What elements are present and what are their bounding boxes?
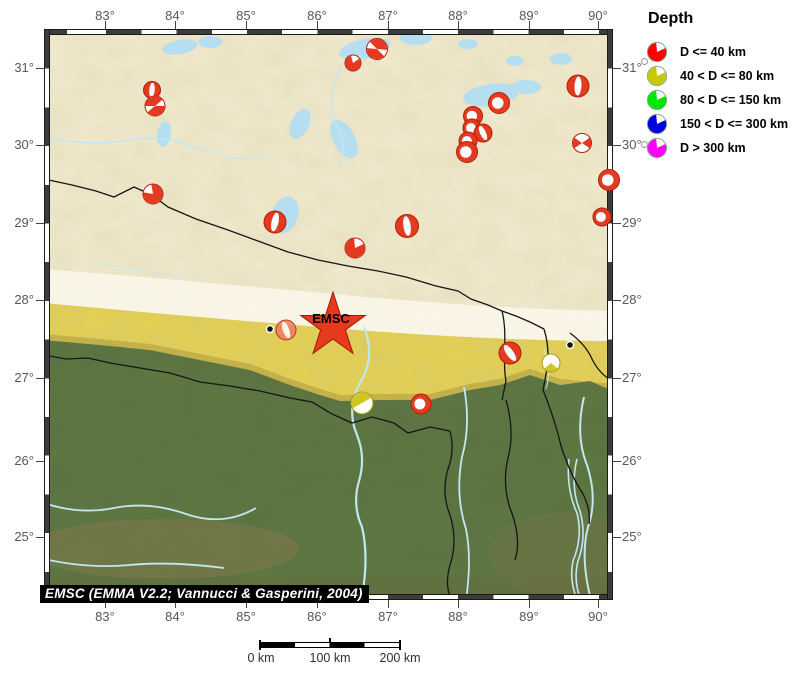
lon-label: 88° [448,8,468,23]
legend-item: D <= 40 km [646,40,788,64]
lon-label: 83° [95,8,115,23]
lon-label: 90° [588,609,608,624]
map-tick [36,460,44,462]
map-tick [36,299,44,301]
map-tick [613,377,621,379]
depth-legend: Depth D <= 40 km 40 < D <= 80 km 80 < D <=… [646,10,788,160]
lon-label: 84° [165,609,185,624]
lat-label: 31° [622,60,642,75]
lat-label: 26° [622,453,642,468]
lon-label: 87° [378,609,398,624]
map-tick [245,600,247,608]
map-tick [528,600,530,608]
lon-label: 86° [307,8,327,23]
legend-item: 40 < D <= 80 km [646,64,788,88]
depth-beachball-icon [646,89,668,111]
legend-items: D <= 40 km 40 < D <= 80 km 80 < D <= 150 k… [646,40,788,160]
lat-label: 31° [14,60,34,75]
scale-bar-tick [399,640,401,650]
lat-label: 30° [14,137,34,152]
depth-beachball-icon [646,41,668,63]
map-tick [36,222,44,224]
legend-item-label: 150 < D <= 300 km [680,117,789,131]
map-caption: EMSC (EMMA V2.2; Vannucci & Gasperini, 2… [40,585,369,603]
map-frame-left [44,29,50,600]
map-tick [36,67,44,69]
scale-bar-label: 200 km [379,651,421,665]
map-tick [104,21,106,29]
legend-item: 150 < D <= 300 km [646,112,788,136]
map-tick [104,600,106,608]
lat-label: 26° [14,453,34,468]
map-tick [613,460,621,462]
legend-item-label: 40 < D <= 80 km [680,69,775,83]
scale-bar-label: 0 km [247,651,275,665]
lon-label: 86° [307,609,327,624]
legend-item: D > 300 km [646,136,788,160]
map-tick [457,21,459,29]
legend-title: Depth [648,10,694,27]
lon-label: 84° [165,8,185,23]
map-tick [387,21,389,29]
map-tick [36,144,44,146]
lon-label: 83° [95,609,115,624]
legend-item: 80 < D <= 150 km [646,88,788,112]
lat-label: 25° [14,529,34,544]
legend-item-label: D > 300 km [680,141,746,155]
map-tick [174,21,176,29]
legend-item-label: D <= 40 km [680,45,747,59]
map-tick [528,21,530,29]
map-tick [597,600,599,608]
depth-beachball-icon [646,137,668,159]
map-tick [245,21,247,29]
scale-bar-tick [259,640,261,650]
legend-small-circle [641,58,648,65]
map-tick [613,536,621,538]
map-tick [457,600,459,608]
map-tick [597,21,599,29]
map-tick [316,21,318,29]
map-tick [613,144,621,146]
lat-label: 29° [622,215,642,230]
map-frame-top [44,29,613,35]
map-tick [36,377,44,379]
map-tick [387,600,389,608]
lat-label: 29° [14,215,34,230]
lat-label: 28° [14,292,34,307]
lat-label: 27° [14,370,34,385]
map-tick [36,536,44,538]
terrain-relief [44,29,613,600]
map-canvas [44,29,613,600]
map-tick [174,600,176,608]
scale-bar-tick [329,638,331,643]
map-tick [613,299,621,301]
lon-label: 89° [519,8,539,23]
depth-beachball-icon [646,113,668,135]
lon-label: 88° [448,609,468,624]
map-tick [316,600,318,608]
lon-label: 87° [378,8,398,23]
lat-label: 30° [622,137,642,152]
map-tick [613,222,621,224]
scale-bar-label: 100 km [309,651,351,665]
map-tick [613,67,621,69]
lon-label: 85° [236,609,256,624]
legend-small-circle [641,141,648,148]
lat-label: 25° [622,529,642,544]
lon-label: 89° [519,609,539,624]
legend-item-label: 80 < D <= 150 km [680,93,782,107]
lat-label: 28° [622,292,642,307]
lon-label: 85° [236,8,256,23]
map-frame-right [607,29,613,600]
country-borders [44,178,613,600]
lon-label: 90° [588,8,608,23]
depth-beachball-icon [646,65,668,87]
lat-label: 27° [622,370,642,385]
rivers [44,62,594,600]
